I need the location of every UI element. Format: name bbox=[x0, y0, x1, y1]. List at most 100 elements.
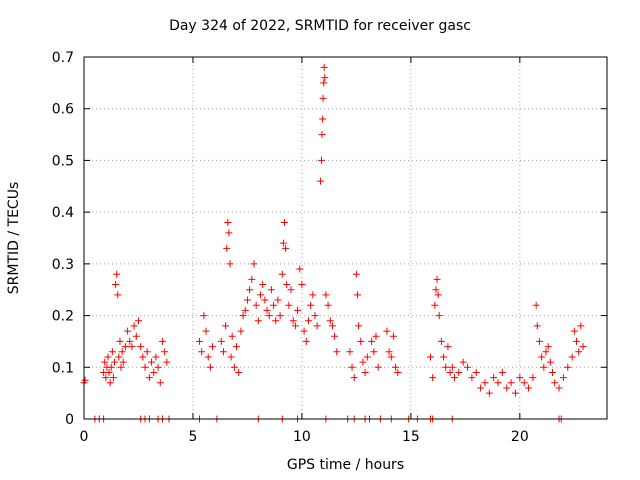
data-point-marker bbox=[145, 374, 153, 382]
data-point-marker bbox=[250, 260, 258, 268]
data-point-marker bbox=[243, 296, 251, 304]
data-point-marker bbox=[195, 337, 203, 345]
data-point-marker bbox=[106, 379, 114, 387]
data-point-marker bbox=[298, 281, 306, 289]
data-point-marker bbox=[525, 384, 533, 392]
data-point-marker bbox=[259, 281, 267, 289]
data-point-marker bbox=[274, 296, 282, 304]
data-point-marker bbox=[113, 270, 121, 278]
data-point-marker bbox=[324, 301, 332, 309]
data-point-marker bbox=[276, 312, 284, 320]
data-point-marker bbox=[435, 312, 443, 320]
data-point-marker bbox=[248, 275, 256, 283]
data-point-marker bbox=[372, 332, 380, 340]
data-point-marker bbox=[226, 260, 234, 268]
data-point-marker bbox=[287, 286, 295, 294]
data-point-marker bbox=[254, 317, 262, 325]
data-point-marker bbox=[283, 281, 291, 289]
data-point-marker bbox=[291, 322, 299, 330]
data-point-marker bbox=[572, 337, 580, 345]
data-point-marker bbox=[263, 306, 271, 314]
data-point-marker bbox=[353, 291, 361, 299]
data-point-marker bbox=[126, 337, 134, 345]
plot-frame bbox=[83, 56, 608, 420]
grid-lines bbox=[84, 57, 607, 419]
data-point-marker bbox=[304, 317, 312, 325]
data-point-marker bbox=[130, 322, 138, 330]
data-point-marker bbox=[246, 286, 254, 294]
data-point-marker bbox=[431, 301, 439, 309]
data-point-marker bbox=[490, 374, 498, 382]
data-point-marker bbox=[446, 368, 454, 376]
x-tick-label: 20 bbox=[511, 429, 529, 445]
data-point-marker bbox=[309, 291, 317, 299]
data-point-marker bbox=[224, 218, 232, 226]
data-point-marker bbox=[507, 379, 515, 387]
data-point-marker bbox=[535, 337, 543, 345]
data-point-marker bbox=[544, 343, 552, 351]
data-point-marker bbox=[217, 337, 225, 345]
data-point-marker bbox=[359, 358, 367, 366]
data-point-marker bbox=[350, 374, 358, 382]
data-point-marker bbox=[319, 115, 327, 123]
data-point-marker bbox=[331, 332, 339, 340]
data-point-marker bbox=[272, 317, 280, 325]
data-point-marker bbox=[328, 322, 336, 330]
data-point-marker bbox=[481, 379, 489, 387]
data-point-marker bbox=[437, 337, 445, 345]
data-point-marker bbox=[318, 156, 326, 164]
data-point-marker bbox=[434, 291, 442, 299]
data-point-marker bbox=[200, 312, 208, 320]
data-point-marker bbox=[551, 379, 559, 387]
data-point-marker bbox=[209, 343, 217, 351]
data-point-marker bbox=[485, 389, 493, 397]
data-point-marker bbox=[564, 363, 572, 371]
data-point-marker bbox=[161, 348, 169, 356]
data-point-marker bbox=[289, 317, 297, 325]
data-point-marker bbox=[459, 358, 467, 366]
data-point-marker bbox=[282, 244, 290, 252]
data-point-marker bbox=[223, 244, 231, 252]
data-point-marker bbox=[265, 312, 273, 320]
data-point-marker bbox=[109, 374, 117, 382]
data-point-marker bbox=[370, 348, 378, 356]
data-point-marker bbox=[468, 374, 476, 382]
data-point-marker bbox=[357, 337, 365, 345]
data-point-marker bbox=[529, 374, 537, 382]
data-point-marker bbox=[152, 353, 160, 361]
data-point-marker bbox=[348, 363, 356, 371]
x-tick-label: 5 bbox=[188, 429, 197, 445]
data-point-marker bbox=[383, 327, 391, 335]
data-point-marker bbox=[239, 312, 247, 320]
data-point-marker bbox=[361, 368, 369, 376]
data-point-marker bbox=[107, 363, 115, 371]
y-tick-label: 0.2 bbox=[52, 309, 74, 325]
data-point-marker bbox=[121, 343, 129, 351]
data-point-marker bbox=[139, 353, 147, 361]
data-point-marker bbox=[433, 275, 441, 283]
data-point-marker bbox=[511, 389, 519, 397]
data-point-marker bbox=[114, 291, 122, 299]
data-point-marker bbox=[355, 322, 363, 330]
x-axis-label: GPS time / hours bbox=[286, 457, 405, 473]
y-tick-label: 0.1 bbox=[52, 360, 74, 376]
data-point-marker bbox=[150, 368, 158, 376]
data-point-marker bbox=[477, 384, 485, 392]
data-point-marker bbox=[442, 363, 450, 371]
data-point-marker bbox=[363, 353, 371, 361]
data-point-marker bbox=[320, 79, 328, 87]
data-point-marker bbox=[300, 327, 308, 335]
data-point-marker bbox=[516, 374, 524, 382]
data-point-marker bbox=[302, 337, 310, 345]
data-point-marker bbox=[104, 353, 112, 361]
data-point-marker bbox=[225, 229, 233, 237]
data-point-marker bbox=[316, 177, 324, 185]
data-point-marker bbox=[235, 368, 243, 376]
data-point-marker bbox=[392, 363, 400, 371]
data-point-marker bbox=[132, 332, 140, 340]
data-point-marker bbox=[394, 368, 402, 376]
data-point-marker bbox=[498, 368, 506, 376]
data-point-marker bbox=[143, 348, 151, 356]
data-point-marker bbox=[296, 265, 304, 273]
data-point-marker bbox=[285, 301, 293, 309]
